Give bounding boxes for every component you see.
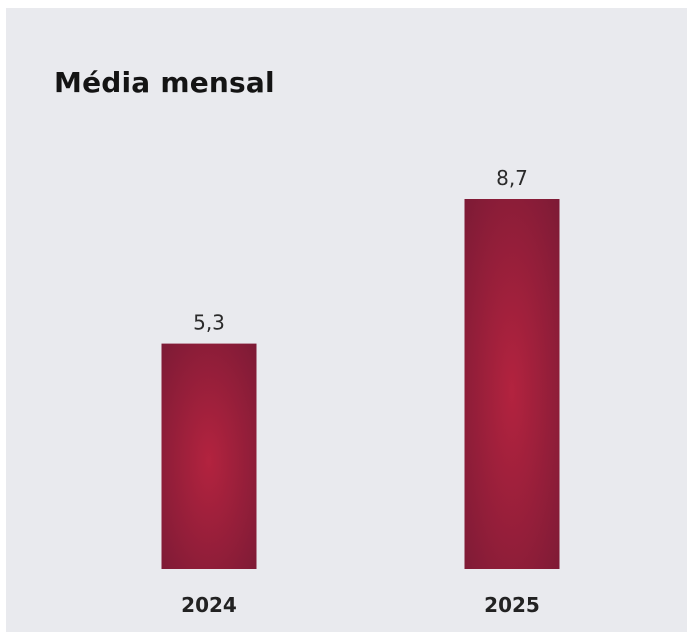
- labels-group: 5,3 2024 8,7 2025: [181, 166, 540, 617]
- bar-2024: [161, 343, 257, 569]
- x-tick-label-2025: 2025: [484, 593, 540, 617]
- data-label-2024: 5,3: [193, 311, 225, 335]
- data-label-2025: 8,7: [496, 166, 528, 190]
- bar-2025: [464, 199, 560, 569]
- x-tick-label-2024: 2024: [181, 593, 237, 617]
- chart-title: Média mensal: [54, 66, 275, 99]
- bars-group: [161, 199, 560, 569]
- chart-panel: [6, 8, 687, 632]
